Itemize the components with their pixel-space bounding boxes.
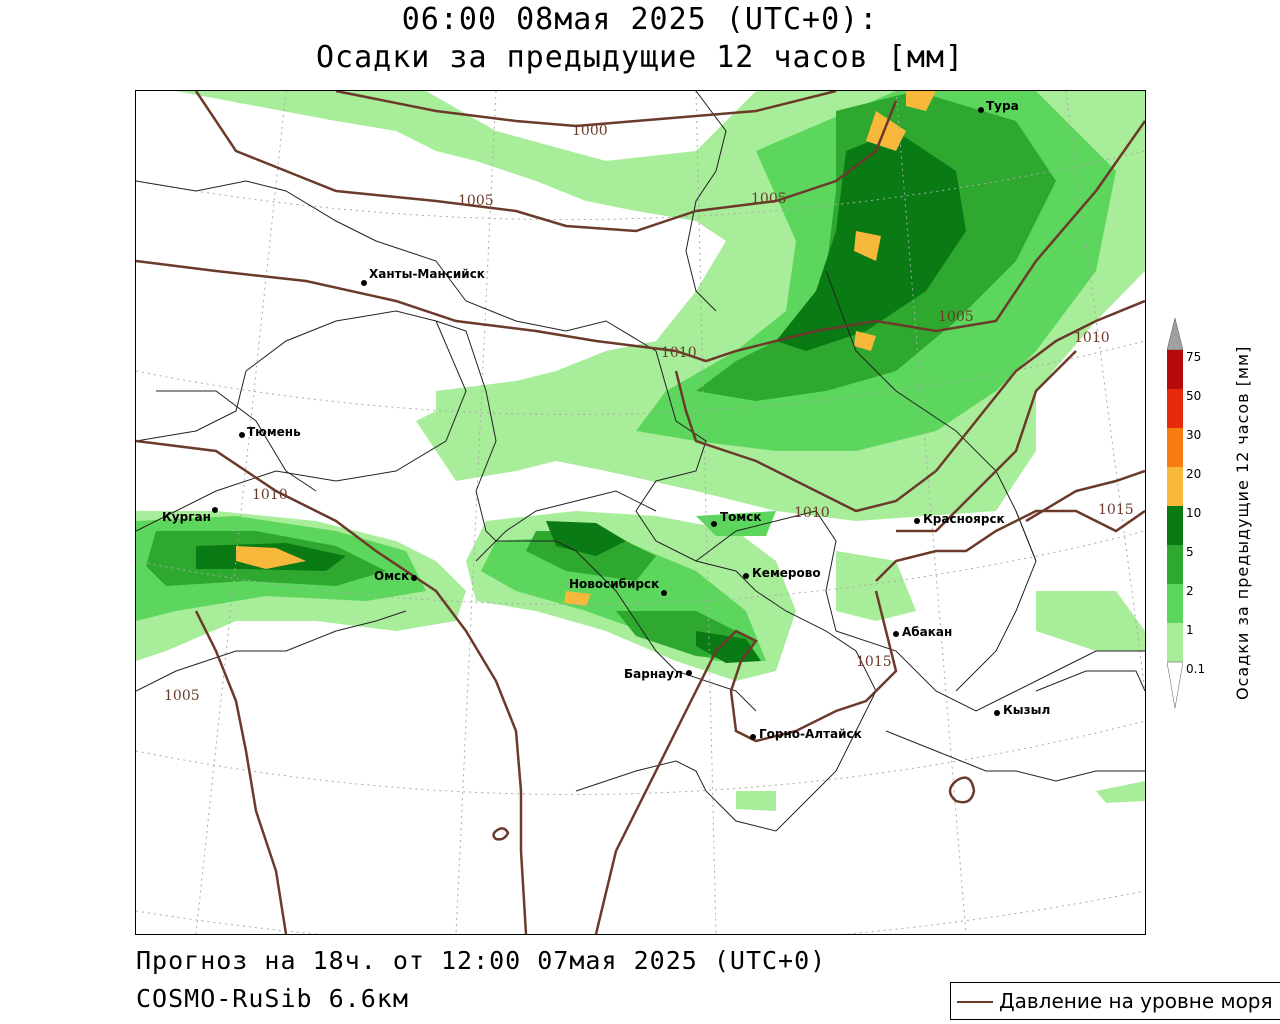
colorbar-swatch xyxy=(1167,350,1183,389)
city-label: Томск xyxy=(720,510,762,524)
city-marker xyxy=(743,573,749,579)
city-label: Горно-Алтайск xyxy=(759,727,862,741)
colorbar-label: 5 xyxy=(1186,545,1194,559)
isobar-label: 1005 xyxy=(458,193,494,209)
city-label: Красноярск xyxy=(923,512,1005,526)
city-label: Абакан xyxy=(902,625,952,639)
city-label: Курган xyxy=(162,510,211,524)
city-marker xyxy=(212,507,218,513)
city-marker xyxy=(914,518,920,524)
colorbar-label: 75 xyxy=(1186,350,1202,364)
city-label: Новосибирск xyxy=(569,577,659,591)
colorbar-label: 30 xyxy=(1186,428,1202,442)
colorbar-scale xyxy=(1167,318,1183,709)
city-marker xyxy=(893,631,899,637)
city-marker xyxy=(750,734,756,740)
isobar-label: 1000 xyxy=(572,123,608,139)
city-label: Тура xyxy=(986,99,1019,113)
city-marker xyxy=(361,280,367,286)
colorbar-title: Осадки за предыдущие 12 часов [мм] xyxy=(1233,345,1252,700)
colorbar-swatch xyxy=(1167,467,1183,506)
precipitation-map: 1000 1005 1005 1005 1010 1010 1010 1010 … xyxy=(135,90,1146,935)
colorbar-label: 10 xyxy=(1186,506,1202,520)
colorbar-swatch xyxy=(1167,506,1183,545)
colorbar-label: 0.1 xyxy=(1186,662,1206,676)
city-marker xyxy=(686,670,692,676)
cities: Тура Ханты-Мансийск Тюмень Курган Омск Т… xyxy=(162,99,1050,741)
colorbar-swatch xyxy=(1167,623,1183,662)
colorbar-swatch xyxy=(1167,584,1183,623)
city-label: Кемерово xyxy=(752,566,821,580)
city-marker xyxy=(978,107,984,113)
isobar-label: 1005 xyxy=(751,191,787,207)
forecast-info: Прогноз на 18ч. от 12:00 07мая 2025 (UTC… xyxy=(136,946,827,975)
isobar-labels: 1000 1005 1005 1005 1010 1010 1010 1010 … xyxy=(164,123,1134,704)
city-label: Ханты-Мансийск xyxy=(369,267,485,281)
colorbar-label: 20 xyxy=(1186,467,1202,481)
region-borders xyxy=(136,91,1145,832)
isobar-label: 1005 xyxy=(164,688,200,704)
isobar-legend: Давление на уровне моря xyxy=(950,982,1280,1020)
colorbar-label: 1 xyxy=(1186,623,1194,637)
city-marker xyxy=(411,575,417,581)
city-marker xyxy=(239,432,245,438)
isobar-legend-label: Давление на уровне моря xyxy=(999,989,1273,1013)
isobar-label: 1010 xyxy=(252,487,288,503)
isobars xyxy=(136,91,1145,934)
map-title: 06:00 08мая 2025 (UTC+0): xyxy=(401,2,879,37)
city-label: Барнаул xyxy=(624,667,683,681)
map-canvas: 1000 1005 1005 1005 1010 1010 1010 1010 … xyxy=(136,91,1145,934)
isobar-label: 1015 xyxy=(856,654,892,670)
colorbar-bottom-triangle xyxy=(1167,661,1183,709)
city-label: Тюмень xyxy=(247,425,301,439)
city-label: Кызыл xyxy=(1003,703,1050,717)
precip-extreme xyxy=(236,91,936,606)
city-marker xyxy=(711,521,717,527)
city-marker xyxy=(661,590,667,596)
colorbar-label: 50 xyxy=(1186,389,1202,403)
colorbar-swatch xyxy=(1167,545,1183,584)
colorbar-label: 2 xyxy=(1186,584,1194,598)
isobar-label: 1010 xyxy=(1074,330,1110,346)
map-subtitle: Осадки за предыдущие 12 часов [мм] xyxy=(315,40,965,75)
city-label: Омск xyxy=(374,569,409,583)
colorbar-swatch xyxy=(1167,428,1183,467)
isobar-label: 1005 xyxy=(938,309,974,325)
model-name: COSMO-RuSib 6.6км xyxy=(136,984,409,1013)
graticule xyxy=(136,91,1145,934)
city-marker xyxy=(994,710,1000,716)
isobar-label: 1010 xyxy=(794,505,830,521)
isobar-label: 1015 xyxy=(1098,502,1134,518)
colorbar-top-triangle xyxy=(1167,318,1183,351)
colorbar-swatch xyxy=(1167,389,1183,428)
isobar-legend-line xyxy=(957,1001,993,1003)
isobar-label: 1010 xyxy=(661,345,697,361)
